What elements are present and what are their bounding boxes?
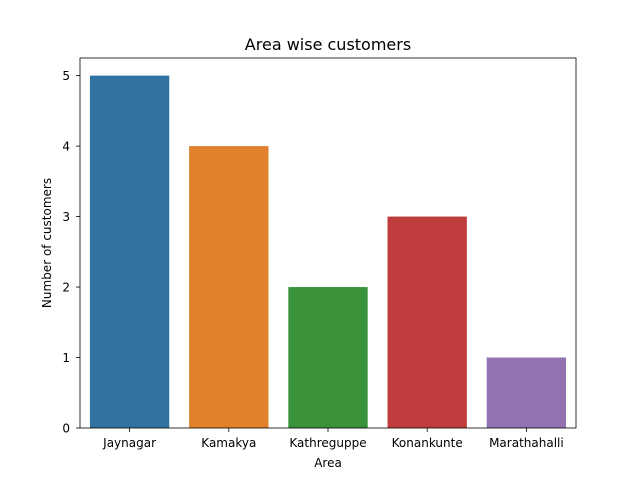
x-tick-label: Kamakya (201, 436, 256, 450)
bars-group (89, 75, 567, 429)
y-tick-label: 4 (62, 140, 70, 154)
y-axis-label: Number of customers (40, 178, 54, 308)
plot-frame (79, 57, 577, 429)
y-tick-label: 1 (62, 351, 70, 365)
bar-kathreguppe (288, 287, 368, 428)
chart-title: Area wise customers (245, 35, 411, 54)
bar-kamakya (189, 146, 269, 428)
x-tick-label: Marathahalli (489, 436, 564, 450)
y-tick-label: 0 (62, 422, 70, 436)
x-axis-ticks: Jaynagar Kamakya Kathreguppe Konankunte Mara… (102, 428, 564, 450)
bar-marathahalli (486, 357, 567, 428)
x-tick-label: Jaynagar (102, 436, 156, 450)
x-tick-label: Kathreguppe (289, 436, 366, 450)
y-axis-ticks: 0 1 2 3 4 5 (62, 69, 80, 436)
x-tick-label: Konankunte (392, 436, 463, 450)
y-tick-label: 2 (62, 281, 70, 295)
x-axis-label: Area (314, 456, 342, 470)
y-tick-label: 3 (62, 210, 70, 224)
bar-konankunte (387, 216, 467, 428)
bar-jaynagar (89, 75, 170, 429)
y-tick-label: 5 (62, 69, 70, 83)
